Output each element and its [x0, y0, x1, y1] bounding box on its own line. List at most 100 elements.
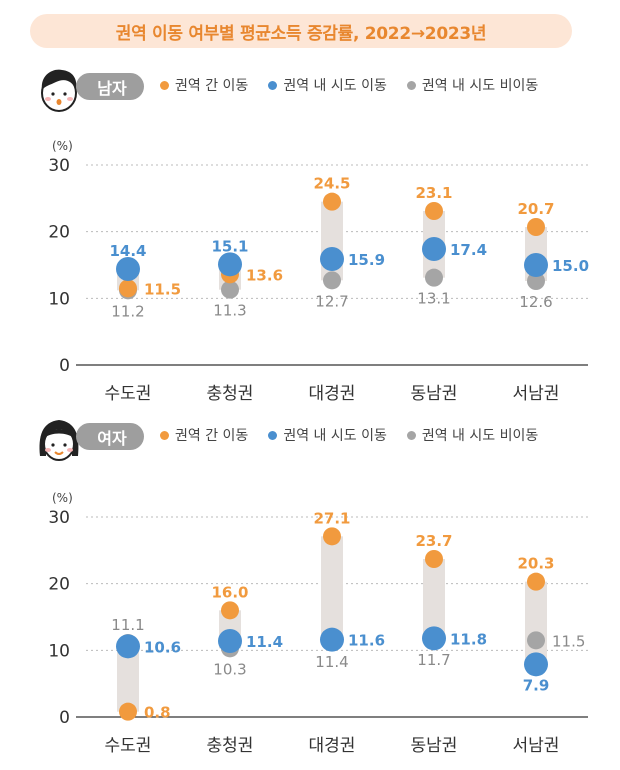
- data-point: [527, 572, 545, 591]
- data-label: 11.4: [315, 653, 348, 671]
- x-tick-label: 충청권: [207, 736, 254, 756]
- data-label: 11.5: [552, 632, 585, 650]
- legend-non-label: 권역 내 시도 비이동: [421, 428, 539, 444]
- male-legend: 권역 간 이동 권역 내 시도 이동 권역 내 시도 비이동: [160, 75, 538, 95]
- data-point: [425, 268, 443, 287]
- data-label: 12.6: [519, 293, 552, 311]
- data-point: [425, 550, 443, 568]
- data-label: 23.1: [415, 184, 452, 202]
- x-tick-label: 수도권: [105, 384, 152, 404]
- gray-dot-icon: [406, 80, 416, 90]
- data-point: [524, 652, 548, 677]
- x-tick-label: 동남권: [411, 736, 458, 756]
- data-label: 20.7: [517, 200, 554, 218]
- data-label: 15.9: [348, 251, 385, 269]
- range-bar: [321, 536, 343, 641]
- blue-dot-icon: [268, 80, 278, 90]
- range-bar: [423, 559, 445, 639]
- legend-intra: 권역 내 시도 이동: [268, 425, 387, 445]
- data-point: [323, 192, 341, 211]
- x-tick-label: 동남권: [411, 384, 458, 404]
- data-label: 17.4: [450, 241, 487, 259]
- female-chart: (%) 0 10 20 30 수도권 충청권 대경권 동남권 서남권 0.8 16.0 27.1 23.7…: [48, 491, 588, 756]
- x-tick-label: 수도권: [105, 736, 152, 756]
- female-legend-row: 여자 권역 간 이동 권역 내 시도 이동 권역 내 시도 비이동: [0, 416, 620, 461]
- data-label: 10.3: [213, 660, 246, 678]
- data-point: [320, 627, 344, 652]
- legend-intra: 권역 내 시도 이동: [268, 75, 387, 95]
- data-label: 27.1: [313, 509, 350, 527]
- data-label: 20.3: [517, 555, 554, 573]
- male-legend-row: 남자 권역 간 이동 권역 내 시도 이동 권역 내 시도 비이동: [0, 66, 620, 112]
- range-bar: [117, 643, 139, 712]
- data-point: [320, 247, 344, 271]
- x-tick-label: 서남권: [513, 384, 560, 404]
- data-point: [527, 631, 545, 650]
- data-point: [221, 280, 239, 299]
- data-point: [527, 272, 545, 290]
- data-point: [116, 634, 140, 659]
- legend-intra-label: 권역 내 시도 이동: [283, 78, 387, 94]
- orange-dot-icon: [160, 430, 169, 440]
- data-point: [221, 601, 239, 620]
- x-tick-label: 대경권: [309, 736, 356, 756]
- y-tick-label: 30: [48, 508, 70, 528]
- data-label: 11.2: [111, 302, 144, 320]
- y-tick-label: 20: [48, 575, 70, 595]
- range-bar: [525, 581, 547, 665]
- data-point: [218, 629, 242, 653]
- legend-non-label: 권역 내 시도 비이동: [421, 78, 539, 94]
- data-point: [119, 702, 137, 721]
- data-label: 11.5: [144, 280, 181, 298]
- data-label: 0.8: [144, 704, 171, 722]
- y-unit-label: (%): [52, 491, 73, 505]
- data-label: 10.6: [144, 638, 181, 656]
- data-point: [323, 271, 341, 290]
- male-chart: (%) 0 10 20 30 수도권 충청권 대경권 동남권 서남권 11.5 13.6 24.5 23.…: [48, 139, 589, 404]
- y-tick-label: 20: [48, 223, 70, 243]
- data-point: [422, 626, 446, 651]
- male-avatar-icon: [41, 69, 77, 112]
- blue-dot-icon: [268, 430, 278, 440]
- data-label: 13.6: [246, 266, 283, 284]
- y-tick-label: 10: [48, 289, 70, 309]
- female-avatar-icon: [39, 420, 79, 461]
- chart-title: 권역 이동 여부별 평균소득 증감률, 2022→2023년: [30, 14, 572, 48]
- x-tick-label: 서남권: [513, 736, 560, 756]
- data-label: 11.3: [213, 302, 246, 320]
- legend-inter: 권역 간 이동: [160, 75, 248, 95]
- data-label: 23.7: [415, 532, 452, 550]
- orange-dot-icon: [160, 80, 169, 90]
- data-label: 15.0: [552, 257, 589, 275]
- data-point: [218, 252, 242, 277]
- gender-badge-male: 남자: [76, 73, 144, 100]
- data-label: 16.0: [211, 583, 248, 601]
- data-label: 24.5: [313, 175, 350, 193]
- data-point: [116, 257, 140, 281]
- legend-inter-label: 권역 간 이동: [175, 78, 249, 94]
- legend-intra-label: 권역 내 시도 이동: [283, 428, 387, 444]
- legend-inter-label: 권역 간 이동: [175, 428, 249, 444]
- data-point: [527, 218, 545, 236]
- y-tick-label: 10: [48, 641, 70, 661]
- y-tick-label: 30: [48, 156, 70, 176]
- y-tick-label: 0: [59, 708, 70, 728]
- gender-badge-female: 여자: [76, 423, 144, 450]
- data-label: 14.4: [109, 242, 146, 260]
- data-label: 11.8: [450, 630, 487, 648]
- y-unit-label: (%): [52, 139, 73, 153]
- female-legend: 권역 간 이동 권역 내 시도 이동 권역 내 시도 비이동: [160, 425, 538, 445]
- gray-dot-icon: [406, 430, 416, 440]
- legend-inter: 권역 간 이동: [160, 425, 248, 445]
- data-label: 13.1: [417, 290, 450, 308]
- x-tick-label: 대경권: [309, 384, 356, 404]
- data-point: [422, 237, 446, 261]
- legend-non: 권역 내 시도 비이동: [406, 425, 539, 445]
- data-label: 11.1: [111, 616, 144, 634]
- data-point: [119, 279, 137, 298]
- legend-non: 권역 내 시도 비이동: [406, 75, 539, 95]
- data-label: 11.7: [417, 651, 450, 669]
- data-point: [425, 202, 443, 220]
- data-label: 7.9: [523, 676, 550, 694]
- data-label: 11.6: [348, 632, 385, 650]
